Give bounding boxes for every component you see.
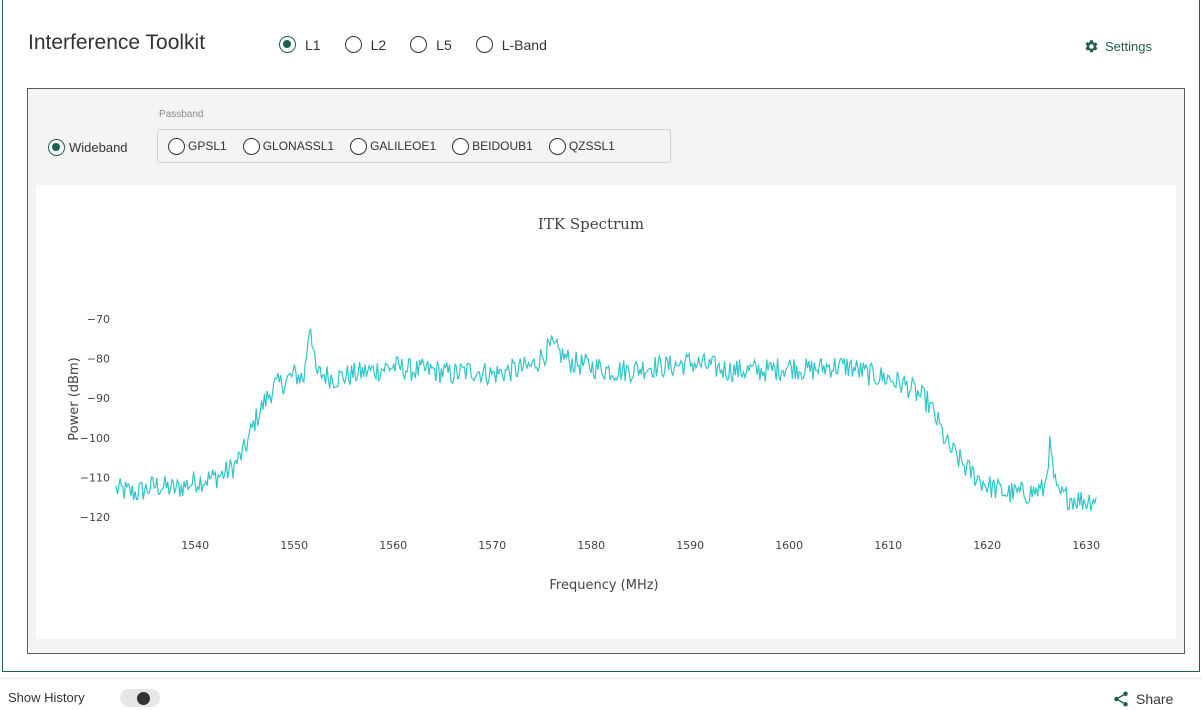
mode-bar: Wideband Passband GPSL1 GLONASSL1 GALILE… (28, 89, 1184, 185)
radio-circle (344, 36, 362, 53)
footer-divider (0, 678, 1202, 679)
passband-label-qzssl1: QZSSL1 (568, 139, 615, 153)
passband-radio-gpsl1[interactable]: GPSL1 (168, 137, 227, 155)
spectrum-trace (115, 328, 1097, 511)
radio-circle (452, 137, 470, 155)
radio-circle (168, 137, 185, 155)
x-tick-label: 1630 (1072, 539, 1100, 552)
spectrum-chart: ITK Spectrum −70 −80 −90 −100 −110 −120 1540 1… (36, 185, 1176, 639)
passband-radio-qzssl1[interactable]: QZSSL1 (548, 137, 615, 155)
band-radio-l5[interactable]: L5 (410, 36, 452, 53)
y-tick-label: −120 (80, 511, 110, 524)
show-history-label: Show History (8, 690, 85, 705)
show-history-toggle[interactable] (120, 689, 160, 707)
x-tick-label: 1550 (280, 539, 308, 552)
settings-label: Settings (1105, 39, 1152, 54)
chart-title: ITK Spectrum (538, 215, 644, 233)
share-button[interactable]: Share (1112, 690, 1173, 708)
radio-circle (48, 139, 65, 156)
x-tick-label: 1560 (379, 539, 407, 552)
x-tick-label: 1590 (676, 539, 704, 552)
wideband-label: Wideband (69, 140, 128, 155)
x-tick-label: 1570 (478, 539, 506, 552)
band-radio-l2[interactable]: L2 (344, 36, 387, 53)
toggle-knob (137, 692, 150, 705)
y-axis-ticks: −70 −80 −90 −100 −110 −120 (80, 313, 110, 524)
radio-circle (242, 137, 260, 155)
band-radio-l1[interactable]: L1 (279, 36, 321, 53)
passband-group: GPSL1 GLONASSL1 GALILEOE1 BEIDOUB1 QZSSL… (157, 129, 671, 163)
band-label-l1: L1 (305, 36, 321, 53)
x-tick-label: 1620 (973, 539, 1001, 552)
settings-button[interactable]: Settings (1084, 39, 1152, 54)
share-icon (1114, 691, 1128, 707)
passband-label-glonassl1: GLONASSL1 (262, 139, 335, 153)
x-axis-ticks: 1540 1550 1560 1570 1580 1590 1600 1610 1620 1630 (181, 539, 1100, 552)
band-selector: L1 L2 L5 L-Band (279, 36, 571, 53)
y-tick-label: −110 (80, 471, 110, 484)
radio-circle (475, 36, 493, 53)
y-tick-label: −80 (87, 353, 110, 366)
y-tick-label: −100 (80, 432, 110, 445)
radio-circle (350, 137, 368, 155)
x-tick-label: 1580 (577, 539, 605, 552)
toolkit-panel: Wideband Passband GPSL1 GLONASSL1 GALILE… (27, 88, 1185, 654)
radio-circle (410, 36, 428, 53)
y-tick-label: −70 (87, 313, 110, 326)
band-label-l5: L5 (436, 36, 452, 53)
y-axis-label: Power (dBm) (67, 357, 82, 440)
x-tick-label: 1600 (775, 539, 803, 552)
band-radio-l-band[interactable]: L-Band (475, 36, 547, 53)
radio-circle (548, 137, 566, 155)
wideband-radio[interactable]: Wideband (48, 139, 128, 156)
share-label: Share (1136, 691, 1174, 707)
passband-radio-galileoe1[interactable]: GALILEOE1 (350, 137, 437, 155)
x-tick-label: 1610 (874, 539, 902, 552)
passband-radio-beidoub1[interactable]: BEIDOUB1 (452, 137, 533, 155)
band-label-l2: L2 (370, 36, 387, 53)
x-tick-label: 1540 (181, 539, 209, 552)
passband-label-gpsl1: GPSL1 (188, 139, 227, 153)
x-axis-label: Frequency (MHz) (549, 578, 658, 593)
passband-label-beidoub1: BEIDOUB1 (472, 139, 533, 153)
passband-label-galileoe1: GALILEOE1 (370, 139, 437, 153)
passband-radio-glonassl1[interactable]: GLONASSL1 (242, 137, 335, 155)
spectrum-chart-svg: ITK Spectrum −70−80−90−100−110−120 1540 1… (67, 215, 1100, 593)
passband-group-label: Passband (159, 109, 204, 120)
gear-icon (1085, 40, 1098, 53)
app-title: Interference Toolkit (28, 31, 206, 54)
band-label-l-band: L-Band (501, 36, 547, 53)
y-tick-label: −90 (87, 392, 110, 405)
radio-circle (279, 36, 296, 53)
